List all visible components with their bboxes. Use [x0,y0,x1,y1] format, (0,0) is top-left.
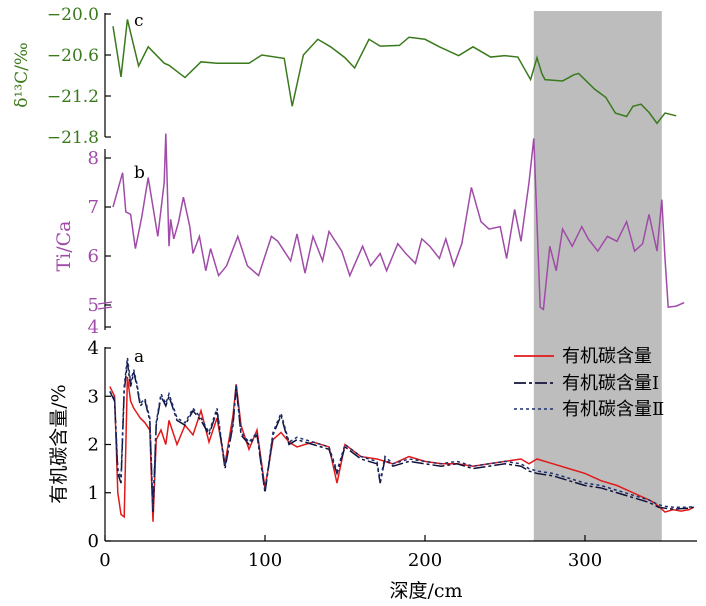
panel-b-y-tick-label-0: 4 [88,317,99,338]
panel-c-y-tick-label-3: −21.8 [47,128,99,148]
panel-b-y-tick-label-2: 6 [88,246,99,267]
panel-b-axis-break-mark [97,301,113,310]
legend-label-series-0: 有机碳含量 [562,346,652,367]
panel-a-y-tick-label-3: 3 [88,386,99,407]
panel-c-delta13c-series-line [112,19,677,125]
panel-c-y-tick-label-1: −20.6 [47,46,99,66]
legend: 有机碳含量 有机碳含量Ⅰ 有机碳含量Ⅱ [514,346,664,420]
panel-c-label: c [134,11,144,31]
panel-a-series-line-2 [109,357,694,510]
panel-c-y-axis-label: δ¹³C/‰ [12,42,32,107]
x-tick-label-2: 200 [408,550,442,571]
panel-c-y-tick-label-2: −21.2 [47,87,99,107]
panel-a: a 有机碳含量/% 深度/cm 0 1 2 3 4 0 100 200 300 [48,338,697,602]
panel-a-label: a [134,347,144,367]
panel-a-series-line-1 [109,362,694,513]
panel-b: b Ti/Ca 45 6 7 8 [53,133,685,338]
panel-a-y-tick-label-1: 1 [88,483,99,504]
panel-a-y-tick-label-0: 0 [88,531,99,552]
panel-b-y-axis-label: Ti/Ca [53,220,75,271]
x-axis-label: 深度/cm [389,580,462,602]
legend-label-series-1: 有机碳含量Ⅰ [562,373,659,394]
panel-b-label: b [134,163,145,183]
shaded-depth-band [533,11,662,541]
panel-c: c δ¹³C/‰ −20.0 −20.6 −21.2 −21.8 [12,5,677,148]
panel-a-y-tick-label-4: 4 [88,338,99,359]
panel-a-y-tick-label-2: 2 [88,435,99,456]
x-tick-label-1: 100 [248,550,282,571]
legend-label-series-2: 有机碳含量Ⅱ [562,399,664,420]
panel-a-y-axis-label: 有机碳含量/% [48,384,70,503]
x-tick-label-3: 300 [568,550,602,571]
panel-c-y-tick-label-0: −20.0 [47,5,99,25]
panel-b-y-tick-label-1: 5 [88,295,99,316]
panel-b-y-tick-label-3: 7 [88,197,99,218]
panel-b-y-tick-label-4: 8 [88,148,99,169]
panel-b-ti-ca-series-line [112,133,685,311]
x-tick-label-0: 0 [99,550,110,571]
